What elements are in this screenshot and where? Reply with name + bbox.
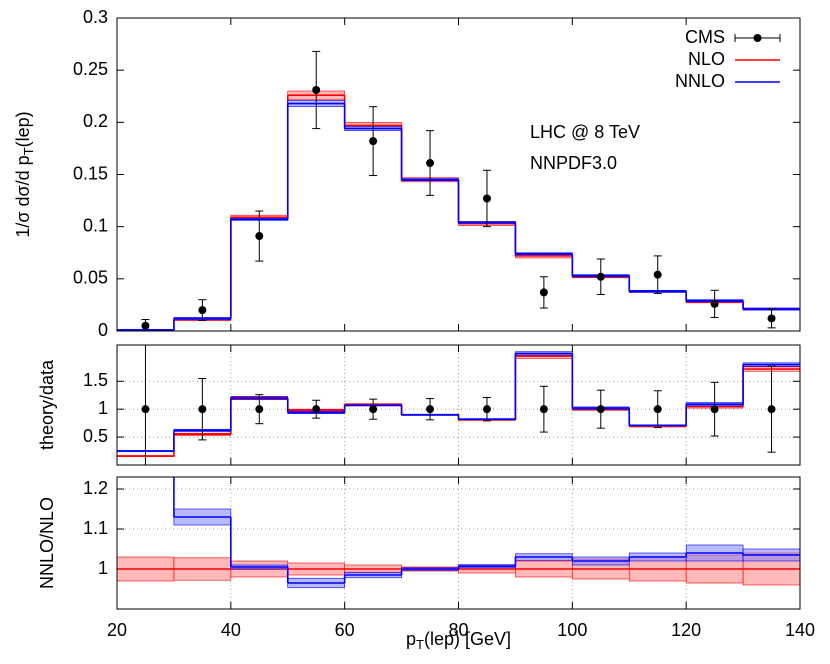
data-point: [767, 314, 776, 323]
axis-label: NNLO/NLO: [37, 497, 57, 589]
y-tick-label: 0: [98, 320, 108, 340]
data-point: [596, 272, 605, 281]
axis-label-part: p: [406, 629, 416, 649]
axis-label: 1/σ dσ/d pT(lep): [13, 111, 37, 237]
y-tick-label: 0.1: [83, 215, 108, 235]
plot-frame: [116, 344, 801, 466]
data-point: [426, 159, 435, 168]
axis-label-part: (lep) [GeV]: [424, 629, 511, 649]
axis-label: pT(lep) [GeV]: [406, 629, 511, 653]
y-tick-label: 1: [98, 398, 108, 418]
data-point: [426, 405, 435, 414]
plot-area: [117, 477, 800, 589]
data-point: [653, 270, 662, 279]
axis-label-part: NNLO/NLO: [37, 497, 57, 589]
x-tick-label: 100: [557, 620, 587, 640]
data-point: [539, 405, 548, 414]
y-tick-label: 0.3: [83, 7, 108, 27]
axis-label-part: theory/data: [37, 359, 57, 450]
data-point: [141, 321, 150, 330]
data-point: [482, 194, 491, 203]
x-tick-label: 80: [448, 620, 468, 640]
data-point: [369, 137, 378, 146]
plot-frame: [116, 17, 801, 332]
y-tick-label: 0.25: [73, 59, 108, 79]
legend-label: CMS: [685, 27, 725, 47]
data-point: [312, 405, 321, 414]
y-tick-label: 1.1: [83, 518, 108, 538]
axis-label-part: T: [416, 637, 424, 652]
x-tick-label: 140: [785, 620, 815, 640]
legend-label: NNLO: [675, 71, 725, 91]
axis-label: theory/data: [37, 359, 57, 450]
legend-point: [753, 34, 762, 42]
data-point: [482, 405, 491, 414]
data-point: [198, 405, 207, 414]
legend-label: NLO: [688, 49, 725, 69]
x-tick-label: 60: [335, 620, 355, 640]
annotation: LHC @ 8 TeV: [530, 122, 640, 142]
plot-area: [117, 50, 800, 331]
plot-area: [117, 345, 800, 465]
data-point: [369, 405, 378, 414]
axis-label-part: (lep): [13, 111, 33, 147]
data-point: [767, 405, 776, 414]
plot-frame: [116, 476, 801, 610]
y-tick-label: 1.5: [83, 370, 108, 390]
data-point: [596, 405, 605, 414]
y-tick-label: 0.15: [73, 163, 108, 183]
data-point: [141, 405, 150, 414]
data-point: [539, 288, 548, 297]
data-point: [653, 405, 662, 414]
x-tick-label: 40: [221, 620, 241, 640]
y-tick-label: 1.2: [83, 478, 108, 498]
x-tick-label: 20: [107, 620, 127, 640]
y-tick-label: 1: [98, 558, 108, 578]
axis-label-part: 1/σ dσ/d p: [13, 155, 33, 237]
data-point: [255, 232, 264, 241]
y-tick-label: 0.05: [73, 268, 108, 288]
data-point: [312, 85, 321, 94]
data-point: [255, 405, 264, 414]
axis-label-part: T: [21, 147, 36, 155]
y-tick-label: 0.5: [83, 426, 108, 446]
x-tick-label: 120: [671, 620, 701, 640]
data-point: [710, 299, 719, 308]
data-point: [198, 306, 207, 315]
y-tick-label: 0.2: [83, 111, 108, 131]
data-point: [710, 405, 719, 414]
annotation: NNPDF3.0: [530, 153, 617, 173]
